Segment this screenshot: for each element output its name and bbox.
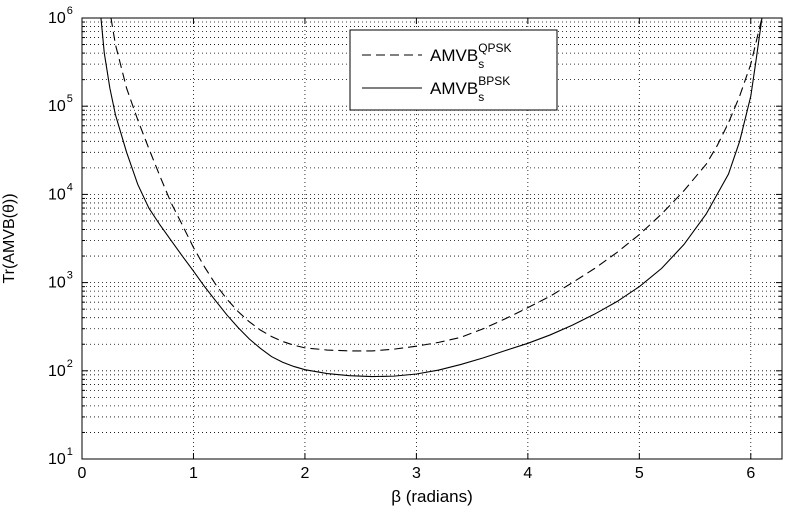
x-axis-label: β (radians): [391, 487, 473, 506]
y-tick-label-exponent: 3: [67, 270, 73, 282]
legend-box: [349, 29, 558, 111]
y-tick-label-exponent: 4: [67, 181, 73, 193]
x-tick-label: 4: [523, 465, 532, 482]
x-tick-label: 5: [635, 465, 644, 482]
series-line-qpsk: [110, 17, 763, 352]
tick-layer: [81, 18, 782, 460]
y-tick-label-exponent: 1: [67, 446, 73, 458]
x-tick-label: 2: [300, 465, 309, 482]
y-tick-label-exponent: 5: [67, 93, 73, 105]
series-line-bpsk: [100, 17, 763, 378]
legend-label-bpsk: AMVBBPSK s: [430, 74, 510, 104]
y-tick-label-exponent: 6: [67, 5, 73, 17]
legend-label-qpsk: AMVBQPSK s: [430, 41, 512, 71]
y-axis-label: Tr(AMVB(θ)): [1, 193, 18, 283]
y-tick-label-exponent: 2: [67, 358, 73, 370]
x-tick-label: 0: [78, 465, 87, 482]
x-tick-label: 6: [746, 465, 755, 482]
x-tick-label: 3: [412, 465, 421, 482]
x-tick-label: 1: [189, 465, 198, 482]
plot-area-frame: [81, 17, 783, 460]
series-layer: [100, 17, 763, 378]
